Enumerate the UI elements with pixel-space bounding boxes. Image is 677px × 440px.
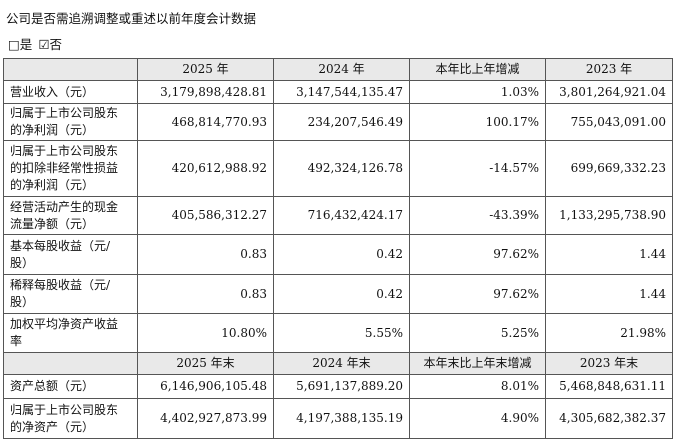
- header-cell: 2023 年: [545, 58, 673, 81]
- value-cell: 5.55%: [273, 313, 410, 353]
- header-cell: 2024 年末: [273, 352, 410, 375]
- value-cell: 405,586,312.27: [137, 196, 274, 235]
- value-cell: 0.83: [137, 234, 274, 275]
- value-cell: 234,207,546.49: [273, 103, 410, 141]
- label-line: 的净利润（元）: [10, 123, 95, 137]
- value-cell: 97.62%: [409, 274, 546, 314]
- header-row: 2025 年 2024 年本年比上年增减 2023 年: [3, 58, 673, 81]
- value-cell: 492,324,126.78: [273, 140, 410, 197]
- value-cell: 1.44: [545, 274, 673, 314]
- value-cell: 5.25%: [409, 313, 546, 353]
- row-label: 归属于上市公司股东 的扣除非经常性损益 的净利润（元）: [3, 140, 138, 197]
- header-cell: 2023 年末: [545, 352, 673, 375]
- option-no: ☑否: [38, 37, 63, 52]
- value-cell: 4,197,388,135.19: [273, 398, 410, 439]
- data-row: 归属于上市公司股东 的净资产（元） 4,402,927,873.99 4,197,38…: [3, 398, 673, 439]
- value-cell: 4,305,682,382.37: [545, 398, 673, 439]
- label-line: 基本每股收益（元/: [10, 238, 111, 253]
- label-line: 流量净额（元）: [10, 216, 95, 231]
- value-cell: 97.62%: [409, 234, 546, 275]
- header-cell: 2024 年: [273, 58, 410, 81]
- header-cell: 2025 年末: [137, 352, 274, 375]
- row-label: 资产总额（元）: [3, 374, 138, 399]
- value-cell: 1.03%: [409, 80, 546, 104]
- label-line: 率: [10, 334, 23, 348]
- financial-table: 2025 年 2024 年本年比上年增减 2023 年营业收入（元） 3,179,89…: [3, 58, 673, 439]
- row-label: 稀释每股收益（元/股）: [3, 274, 138, 314]
- value-cell: 8.01%: [409, 374, 546, 399]
- value-cell: -14.57%: [409, 140, 546, 197]
- value-cell: 3,147,544,135.47: [273, 80, 410, 104]
- value-cell: 716,432,424.17: [273, 196, 410, 235]
- row-label: 营业收入（元）: [3, 80, 138, 104]
- row-label: 加权平均净资产收益率: [3, 313, 138, 353]
- label-line: 的净利润（元）: [10, 178, 95, 192]
- label-line: 股）: [10, 295, 35, 309]
- header-cell: 本年比上年增减: [409, 58, 546, 81]
- header-cell: [3, 352, 138, 375]
- value-cell: 755,043,091.00: [545, 103, 673, 141]
- value-cell: 3,179,898,428.81: [137, 80, 274, 104]
- row-label: 基本每股收益（元/股）: [3, 234, 138, 275]
- label-line: 营业收入（元）: [10, 84, 95, 99]
- value-cell: 699,669,332.23: [545, 140, 673, 197]
- data-row: 基本每股收益（元/股） 0.83 0.42 97.62% 1.44: [3, 234, 673, 275]
- value-cell: 21.98%: [545, 313, 673, 353]
- data-row: 归属于上市公司股东 的净利润（元） 468,814,770.93 234,207,54…: [3, 103, 673, 141]
- label-line: 归属于上市公司股东: [10, 402, 119, 417]
- value-cell: 420,612,988.92: [137, 140, 274, 197]
- label-line: 归属于上市公司股东: [10, 144, 119, 158]
- row-label: 归属于上市公司股东 的净资产（元）: [3, 398, 138, 439]
- label-line: 经营活动产生的现金: [10, 199, 119, 214]
- header-row: 2025 年末 2024 年末 本年末比上年末增减 2023 年末: [3, 352, 673, 375]
- label-line: 稀释每股收益（元/: [10, 278, 111, 292]
- data-row: 加权平均净资产收益率 10.80% 5.55% 5.25% 21.98%: [3, 313, 673, 353]
- value-cell: 0.83: [137, 274, 274, 314]
- value-cell: 4.90%: [409, 398, 546, 439]
- value-cell: 6,146,906,105.48: [137, 374, 274, 399]
- value-cell: -43.39%: [409, 196, 546, 235]
- question: 公司是否需追溯调整或重述以前年度会计数据: [6, 11, 257, 26]
- data-row: 资产总额（元） 6,146,906,105.48 5,691,137,889.20 8…: [3, 374, 673, 399]
- row-label: 归属于上市公司股东 的净利润（元）: [3, 103, 138, 141]
- value-cell: 4,402,927,873.99: [137, 398, 274, 439]
- value-cell: 5,468,848,631.11: [545, 374, 673, 399]
- header-cell: [3, 58, 138, 81]
- header-cell: 2025 年: [137, 58, 274, 81]
- label-line: 归属于上市公司股东: [10, 106, 119, 120]
- value-cell: 0.42: [273, 274, 410, 314]
- data-row: 营业收入（元） 3,179,898,428.81 3,147,544,135.47 1…: [3, 80, 673, 104]
- value-cell: 3,801,264,921.04: [545, 80, 673, 104]
- data-row: 稀释每股收益（元/股） 0.83 0.42 97.62% 1.44: [3, 274, 673, 314]
- label-line: 加权平均净资产收益: [10, 317, 119, 331]
- label-line: 的净资产（元）: [10, 419, 95, 434]
- data-row: 经营活动产生的现金 流量净额（元） 405,586,312.27 716,432,42…: [3, 196, 673, 235]
- value-cell: 468,814,770.93: [137, 103, 274, 141]
- value-cell: 5,691,137,889.20: [273, 374, 410, 399]
- option-yes: □是: [8, 37, 33, 52]
- header-cell: 本年末比上年末增减: [409, 352, 546, 375]
- label-line: 资产总额（元）: [10, 379, 95, 393]
- value-cell: 100.17%: [409, 103, 546, 141]
- label-line: 股）: [10, 255, 35, 270]
- value-cell: 1,133,295,738.90: [545, 196, 673, 235]
- data-row: 归属于上市公司股东 的扣除非经常性损益 的净利润（元） 420,612,988.92 4…: [3, 140, 673, 197]
- options: □是 ☑否: [8, 34, 68, 53]
- value-cell: 1.44: [545, 234, 673, 275]
- value-cell: 10.80%: [137, 313, 274, 353]
- row-label: 经营活动产生的现金 流量净额（元）: [3, 196, 138, 235]
- label-line: 的扣除非经常性损益: [10, 161, 119, 175]
- value-cell: 0.42: [273, 234, 410, 275]
